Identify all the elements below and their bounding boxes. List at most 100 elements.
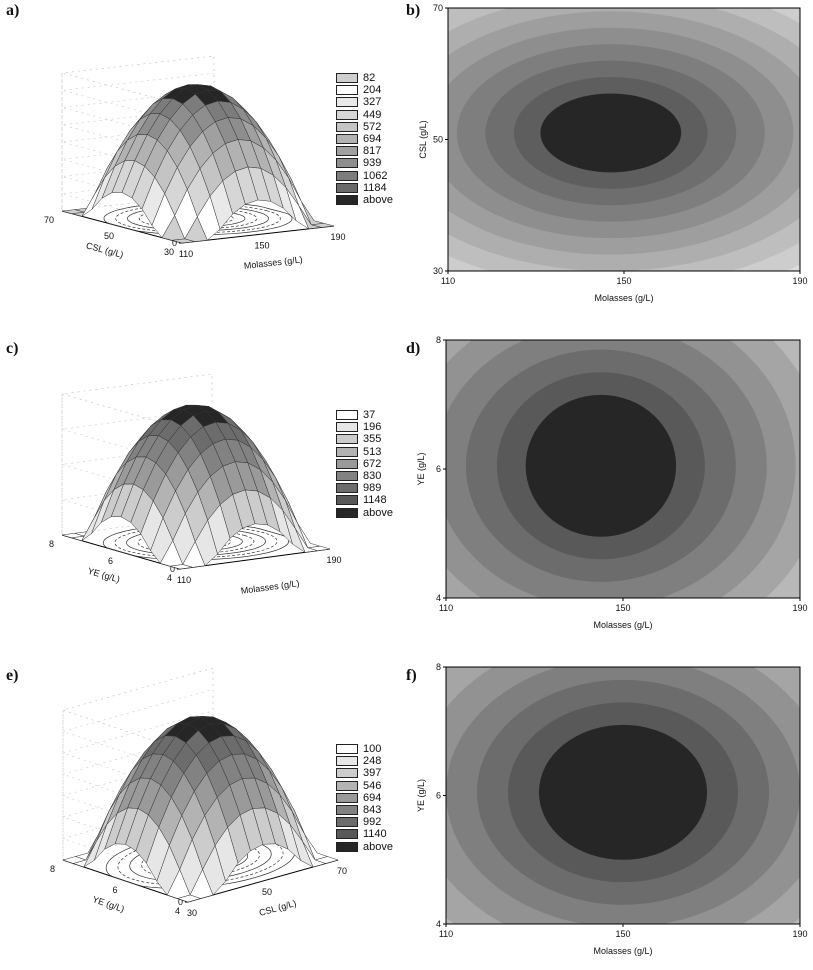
legend-item: 355 — [336, 433, 393, 445]
x-tick-label: 150 — [615, 603, 630, 613]
legend-label: 1184 — [363, 181, 387, 194]
contour-plot-b: 110 150 190 30 50 70 Molasses (g/L) CSL (g/L) — [400, 0, 813, 325]
panel-label-c: c) — [6, 340, 19, 357]
panel-label-d: d) — [406, 340, 421, 357]
legend-item: 327 — [336, 96, 393, 108]
legend-swatch — [336, 507, 358, 518]
y-tick-label: 50 — [433, 135, 443, 145]
legend-item: 100 — [336, 743, 393, 755]
legend-swatch — [336, 446, 358, 457]
legend-label: above — [363, 193, 393, 206]
x-tick-label: 190 — [792, 929, 807, 939]
legend: 82 204 327 449 572 694 817 939 1062 1184 above — [336, 72, 393, 206]
x-tick-label: 110 — [441, 276, 455, 286]
legend-label: 82 — [363, 72, 376, 85]
legend-label: 204 — [363, 84, 382, 97]
y-tick-label: 4 — [167, 573, 172, 583]
legend-swatch — [336, 158, 358, 169]
x-axis-label: CSL (g/L) — [258, 898, 297, 918]
legend-swatch — [336, 134, 358, 145]
legend-item: above — [336, 194, 393, 206]
legend-item: 196 — [336, 421, 393, 433]
x-tick-label: 190 — [326, 555, 341, 565]
y-tick-label: 6 — [436, 464, 441, 474]
x-tick-label: 190 — [792, 603, 807, 613]
y-tick-label: 6 — [108, 556, 113, 566]
legend-label: above — [363, 506, 393, 519]
surface-facet — [171, 238, 195, 244]
panel-label-a: a) — [6, 2, 20, 19]
y-tick-label: 30 — [433, 266, 443, 276]
legend-item: 939 — [336, 157, 393, 169]
y-tick-label: 8 — [436, 662, 441, 672]
legend-label: 1148 — [363, 494, 387, 507]
legend-label: 843 — [363, 804, 382, 817]
legend-label: 1062 — [363, 169, 388, 182]
legend-swatch — [336, 434, 358, 445]
legend-item: above — [336, 841, 393, 853]
panel-label-f: f) — [406, 667, 417, 684]
legend-item: 672 — [336, 458, 393, 470]
x-tick-label: 110 — [439, 603, 453, 613]
legend: 100 248 397 546 694 843 992 1140 above — [336, 743, 393, 853]
legend-item: 694 — [336, 133, 393, 145]
legend-swatch — [336, 109, 358, 120]
legend-swatch — [336, 458, 358, 469]
x-axis-label: Molasses (g/L) — [243, 254, 303, 271]
legend-swatch — [336, 805, 358, 816]
x-tick-label: 190 — [330, 232, 345, 242]
legend: 37 196 355 513 672 830 989 1148 above — [336, 409, 393, 519]
legend-label: 572 — [363, 120, 382, 133]
legend-item: 1062 — [336, 170, 393, 182]
x-tick-label: 190 — [792, 276, 807, 286]
legend-swatch — [336, 817, 358, 828]
legend-label: 939 — [363, 157, 382, 170]
panel-label-e: e) — [6, 667, 19, 684]
legend-item: 1148 — [336, 494, 393, 506]
legend-item: 694 — [336, 792, 393, 804]
y-tick-label: 8 — [49, 539, 54, 549]
legend-swatch — [336, 146, 358, 157]
y-tick-label: 50 — [104, 231, 114, 241]
surface-plot-e: 0200400600800100012001400Activity (U/mL)… — [0, 662, 400, 970]
x-tick-label: 150 — [615, 929, 630, 939]
legend-item: 830 — [336, 470, 393, 482]
legend-label: 397 — [363, 767, 382, 780]
legend-swatch — [336, 410, 358, 421]
legend-label: 248 — [363, 755, 382, 768]
legend-label: 196 — [363, 421, 382, 434]
y-tick-label: 4 — [436, 919, 441, 929]
legend-label: 989 — [363, 482, 382, 495]
legend-label: above — [363, 840, 393, 853]
y-axis-label: CSL (g/L) — [418, 120, 428, 158]
legend-swatch — [336, 194, 358, 205]
legend-swatch — [336, 841, 358, 852]
surface-facet — [176, 894, 202, 903]
z-tick-label: 0 — [170, 564, 175, 574]
surface-facet — [170, 564, 193, 570]
legend-item: 513 — [336, 446, 393, 458]
x-tick-label: 50 — [262, 887, 272, 897]
x-axis-label: Molasses (g/L) — [240, 578, 300, 596]
y-tick-label: 4 — [436, 593, 441, 603]
legend-label: 37 — [363, 409, 376, 422]
response-surface — [61, 404, 331, 570]
legend-label: 100 — [363, 743, 382, 756]
legend-swatch — [336, 483, 358, 494]
y-axis-label: YE (g/L) — [87, 566, 121, 585]
legend-item: above — [336, 507, 393, 519]
legend-label: 546 — [363, 779, 382, 792]
x-tick-label: 110 — [179, 249, 193, 259]
legend-swatch — [336, 422, 358, 433]
y-tick-label: 6 — [436, 791, 441, 801]
legend-item: 397 — [336, 767, 393, 779]
z-tick-label: 0 — [172, 238, 177, 248]
legend-swatch — [336, 829, 358, 840]
x-tick-label: 70 — [337, 866, 347, 876]
surface-plot-c: 040080012001600Activity (U/mL)110190468M… — [0, 335, 400, 645]
legend-item: 843 — [336, 804, 393, 816]
y-tick-label: 8 — [50, 864, 55, 874]
y-tick-label: 70 — [433, 3, 443, 13]
y-axis-label: YE (g/L) — [416, 779, 426, 812]
legend-item: 204 — [336, 84, 393, 96]
